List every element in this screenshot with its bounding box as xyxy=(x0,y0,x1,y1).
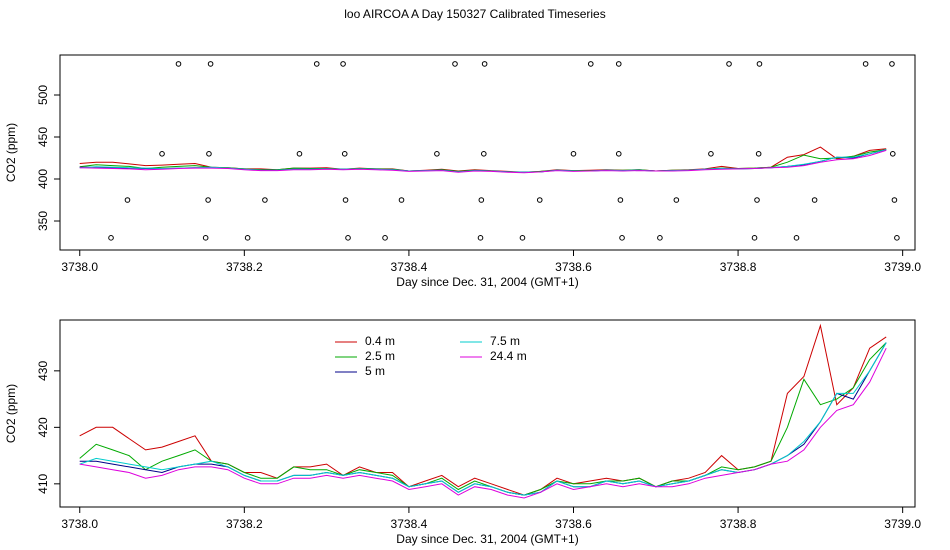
marker xyxy=(398,197,405,203)
marker xyxy=(793,235,800,241)
marker xyxy=(619,235,625,241)
marker xyxy=(452,61,458,67)
marker xyxy=(657,235,663,241)
marker xyxy=(202,235,209,241)
y-tick-label: 450 xyxy=(36,127,50,147)
marker xyxy=(587,61,594,67)
marker xyxy=(673,197,680,203)
marker xyxy=(313,61,320,67)
legend-label: 0.4 m xyxy=(365,334,395,348)
x-tick-label: 3738.4 xyxy=(391,517,428,531)
marker xyxy=(894,235,900,241)
x-tick-label: 3739.0 xyxy=(884,260,921,274)
marker xyxy=(108,235,114,241)
y-axis-label: CO2 (ppm) xyxy=(4,123,18,182)
series-line xyxy=(79,149,887,173)
marker xyxy=(205,197,211,203)
marker xyxy=(477,235,484,241)
marker xyxy=(889,61,895,67)
marker xyxy=(811,197,818,203)
series-line xyxy=(79,347,887,499)
marker xyxy=(124,197,131,203)
x-tick-label: 3738.6 xyxy=(555,517,592,531)
marker xyxy=(754,197,760,203)
marker xyxy=(889,151,896,157)
marker xyxy=(726,61,732,67)
series-line xyxy=(79,323,887,496)
y-tick-label: 500 xyxy=(36,85,50,105)
marker xyxy=(206,151,212,157)
marker xyxy=(481,61,488,67)
x-tick-label: 3738.6 xyxy=(555,260,592,274)
x-axis-label: Day since Dec. 31, 2004 (GMT+1) xyxy=(396,275,578,289)
marker xyxy=(615,61,622,67)
series-line xyxy=(79,149,887,173)
marker xyxy=(478,197,485,203)
marker xyxy=(341,151,348,157)
x-tick-label: 3738.8 xyxy=(720,517,757,531)
plot-frame xyxy=(59,54,916,251)
marker xyxy=(207,61,214,67)
legend-label: 24.4 m xyxy=(490,349,527,363)
marker xyxy=(751,235,758,241)
legend-label: 7.5 m xyxy=(490,334,520,348)
marker xyxy=(862,61,869,67)
marker xyxy=(244,235,251,241)
x-tick-label: 3739.0 xyxy=(884,517,921,531)
legend-label: 2.5 m xyxy=(365,349,395,363)
marker xyxy=(382,235,388,241)
y-tick-label: 430 xyxy=(36,361,50,381)
x-tick-label: 3738.2 xyxy=(226,260,263,274)
x-tick-label: 3738.8 xyxy=(720,260,757,274)
marker xyxy=(342,197,349,203)
marker xyxy=(340,61,346,67)
marker xyxy=(891,197,898,203)
marker xyxy=(617,197,624,203)
marker xyxy=(519,235,526,241)
marker xyxy=(756,61,763,67)
x-tick-label: 3738.2 xyxy=(226,517,263,531)
y-tick-label: 420 xyxy=(36,417,50,437)
plot-frame xyxy=(59,319,916,508)
marker xyxy=(570,151,577,157)
x-tick-label: 3738.4 xyxy=(391,260,428,274)
marker xyxy=(480,151,487,157)
marker xyxy=(345,235,351,241)
marker xyxy=(159,151,165,157)
y-tick-label: 350 xyxy=(36,211,50,231)
series-line xyxy=(79,342,887,496)
series-line xyxy=(79,149,887,173)
x-axis-label: Day since Dec. 31, 2004 (GMT+1) xyxy=(396,532,578,546)
x-tick-label: 3738.0 xyxy=(61,260,98,274)
marker xyxy=(536,197,543,203)
marker xyxy=(296,151,303,157)
y-tick-label: 410 xyxy=(36,474,50,494)
marker xyxy=(262,197,268,203)
series-line xyxy=(79,149,887,174)
marker xyxy=(755,151,762,157)
marker xyxy=(615,151,622,157)
legend-label: 5 m xyxy=(365,364,385,378)
chart-title: loo AIRCOA A Day 150327 Calibrated Times… xyxy=(344,7,605,21)
marker xyxy=(708,151,714,157)
marker xyxy=(434,151,440,157)
y-axis-label: CO2 (ppm) xyxy=(4,384,18,443)
series-line xyxy=(79,342,887,496)
y-tick-label: 400 xyxy=(36,169,50,189)
marker xyxy=(175,61,182,67)
x-tick-label: 3738.0 xyxy=(61,517,98,531)
series-line xyxy=(79,342,887,496)
